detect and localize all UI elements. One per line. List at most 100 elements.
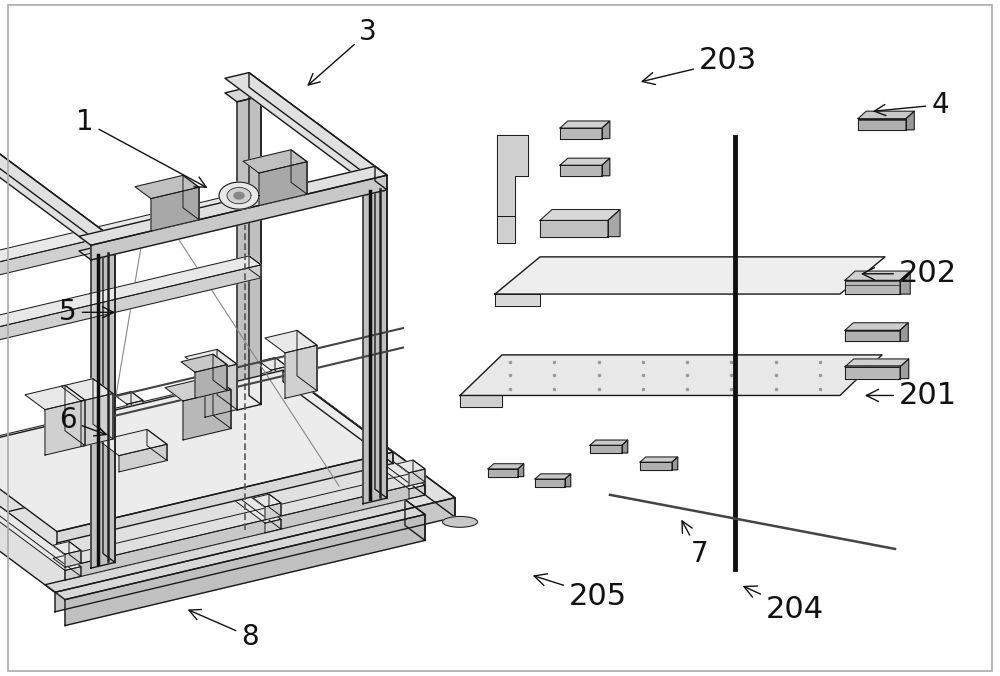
Polygon shape <box>0 455 81 577</box>
Polygon shape <box>265 331 317 353</box>
Polygon shape <box>285 371 455 517</box>
Polygon shape <box>285 345 317 398</box>
Polygon shape <box>265 519 281 533</box>
Polygon shape <box>131 391 143 414</box>
Polygon shape <box>900 271 910 294</box>
Polygon shape <box>560 165 602 176</box>
Polygon shape <box>183 389 231 440</box>
Polygon shape <box>409 469 425 486</box>
Polygon shape <box>397 460 425 473</box>
Polygon shape <box>65 385 85 445</box>
Polygon shape <box>93 379 113 439</box>
Polygon shape <box>25 385 85 410</box>
Circle shape <box>227 187 251 203</box>
Ellipse shape <box>442 516 478 527</box>
Polygon shape <box>213 377 231 429</box>
Text: 8: 8 <box>189 610 259 651</box>
Polygon shape <box>99 429 167 456</box>
Polygon shape <box>0 370 393 531</box>
Polygon shape <box>135 175 199 199</box>
Polygon shape <box>858 119 906 130</box>
Polygon shape <box>259 374 425 489</box>
Polygon shape <box>61 379 113 401</box>
Text: 3: 3 <box>308 18 377 85</box>
Polygon shape <box>535 474 571 479</box>
Polygon shape <box>91 175 387 260</box>
Polygon shape <box>0 191 261 270</box>
Text: 4: 4 <box>874 91 949 119</box>
Polygon shape <box>269 494 281 516</box>
Polygon shape <box>237 96 261 410</box>
Polygon shape <box>265 503 281 520</box>
Polygon shape <box>858 111 914 119</box>
Text: 6: 6 <box>59 406 106 436</box>
Polygon shape <box>0 455 81 571</box>
Polygon shape <box>81 393 113 447</box>
Text: 1: 1 <box>76 107 206 187</box>
Polygon shape <box>622 440 628 453</box>
Text: 202: 202 <box>862 260 957 288</box>
Polygon shape <box>65 566 81 580</box>
Text: 201: 201 <box>866 381 957 410</box>
Polygon shape <box>45 400 85 455</box>
Polygon shape <box>0 403 295 503</box>
Polygon shape <box>275 374 425 495</box>
Polygon shape <box>845 323 908 331</box>
Polygon shape <box>375 181 387 498</box>
Polygon shape <box>131 408 281 529</box>
Polygon shape <box>249 191 261 213</box>
Circle shape <box>219 182 259 209</box>
Polygon shape <box>65 550 81 567</box>
Polygon shape <box>0 371 455 592</box>
Polygon shape <box>363 190 387 504</box>
Polygon shape <box>53 541 81 554</box>
Polygon shape <box>151 187 199 231</box>
Polygon shape <box>560 121 610 128</box>
Polygon shape <box>0 265 261 348</box>
Polygon shape <box>413 460 425 482</box>
Polygon shape <box>91 239 115 260</box>
Polygon shape <box>351 181 387 195</box>
Polygon shape <box>845 331 900 341</box>
Text: 7: 7 <box>682 521 709 569</box>
Polygon shape <box>249 72 387 190</box>
Polygon shape <box>243 150 307 173</box>
Polygon shape <box>488 464 524 469</box>
Circle shape <box>234 192 244 199</box>
Polygon shape <box>79 166 387 245</box>
Polygon shape <box>205 364 237 417</box>
Polygon shape <box>249 256 261 278</box>
Text: 5: 5 <box>59 298 114 327</box>
Polygon shape <box>53 473 425 567</box>
Polygon shape <box>271 366 287 383</box>
Polygon shape <box>275 370 287 392</box>
Polygon shape <box>0 370 287 464</box>
Polygon shape <box>0 256 261 335</box>
Polygon shape <box>497 135 528 216</box>
Polygon shape <box>906 111 914 130</box>
Polygon shape <box>495 257 885 294</box>
Text: 204: 204 <box>744 586 824 624</box>
Polygon shape <box>413 473 425 495</box>
Polygon shape <box>845 367 900 379</box>
Polygon shape <box>69 541 81 563</box>
Polygon shape <box>119 444 167 472</box>
Polygon shape <box>535 479 565 487</box>
Polygon shape <box>0 379 287 477</box>
Polygon shape <box>560 128 602 139</box>
Polygon shape <box>181 354 227 372</box>
Polygon shape <box>540 220 608 237</box>
Polygon shape <box>259 358 287 370</box>
Polygon shape <box>0 200 261 283</box>
Polygon shape <box>57 452 393 543</box>
Text: 203: 203 <box>642 47 757 84</box>
Polygon shape <box>565 474 571 487</box>
Polygon shape <box>103 245 115 562</box>
Polygon shape <box>560 158 610 165</box>
Polygon shape <box>115 391 143 404</box>
Polygon shape <box>65 482 425 580</box>
Polygon shape <box>291 150 307 194</box>
Polygon shape <box>640 462 672 470</box>
Polygon shape <box>147 429 167 460</box>
Polygon shape <box>0 418 295 529</box>
